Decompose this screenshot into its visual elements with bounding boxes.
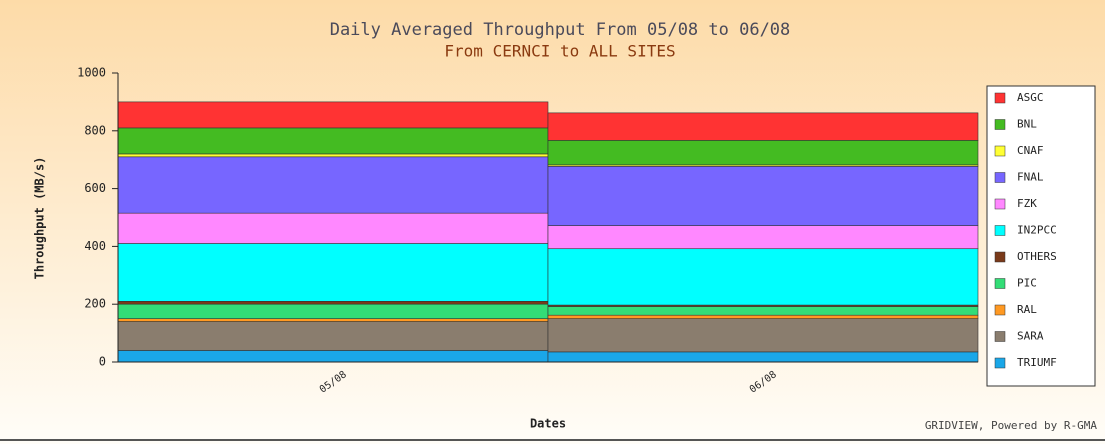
legend-swatch [994,357,1006,369]
y-tick-label: 200 [84,297,106,311]
legend-swatch [994,278,1006,289]
bar-segment [117,156,549,214]
legend-swatch [994,172,1006,183]
bar-segment [547,351,979,363]
chart-subtitle: From CERNCI to ALL SITES [444,42,675,61]
legend-label: PIC [1017,277,1037,290]
bar-segment [117,153,549,158]
legend-swatch [994,92,1006,104]
chart-title: Daily Averaged Throughput From 05/08 to … [330,20,791,40]
bar-segment [547,318,979,353]
bar-segment [117,101,549,129]
bar-segment [117,303,549,319]
legend-label: TRIUMF [1017,356,1057,369]
bar-segment [547,306,979,316]
legend-label: BNL [1017,118,1037,131]
legend-label: CNAF [1017,144,1044,157]
bar-segment [117,321,549,351]
legend-label: SARA [1017,330,1044,343]
legend-swatch [994,304,1006,316]
legend-label: RAL [1017,303,1037,316]
bar-segment [117,243,549,302]
x-axis-label: Dates [530,417,566,431]
bar-segment [117,127,549,155]
legend-swatch [994,198,1006,210]
bar-segment [117,301,549,305]
legend-swatch [994,119,1006,130]
legend-label: OTHERS [1017,250,1057,263]
bar-segment [117,318,549,322]
legend-swatch [994,331,1006,342]
y-tick-label: 600 [84,181,106,195]
legend-label: IN2PCC [1017,224,1057,237]
legend-swatch [994,225,1006,236]
legend-swatch [994,251,1006,263]
bar-segment [547,140,979,166]
legend-label: FZK [1017,197,1037,210]
y-tick-label: 800 [84,123,106,137]
y-tick-label: 0 [99,355,106,369]
y-tick-label: 1000 [77,66,106,80]
bar-segment [547,225,979,250]
y-axis-label: Throughput (MB/s) [33,157,47,280]
bar-segment [547,314,979,319]
bar-segment [547,248,979,306]
y-tick-label: 400 [84,239,106,253]
legend-label: ASGC [1017,91,1044,104]
legend-swatch [994,145,1006,157]
bar-segment [117,212,549,244]
legend-label: FNAL [1017,171,1044,184]
bar-segment [117,350,549,363]
bar-segment [547,112,979,141]
footer: GRIDVIEW, Powered by R-GMA [925,419,1098,432]
bar-segment [547,166,979,226]
